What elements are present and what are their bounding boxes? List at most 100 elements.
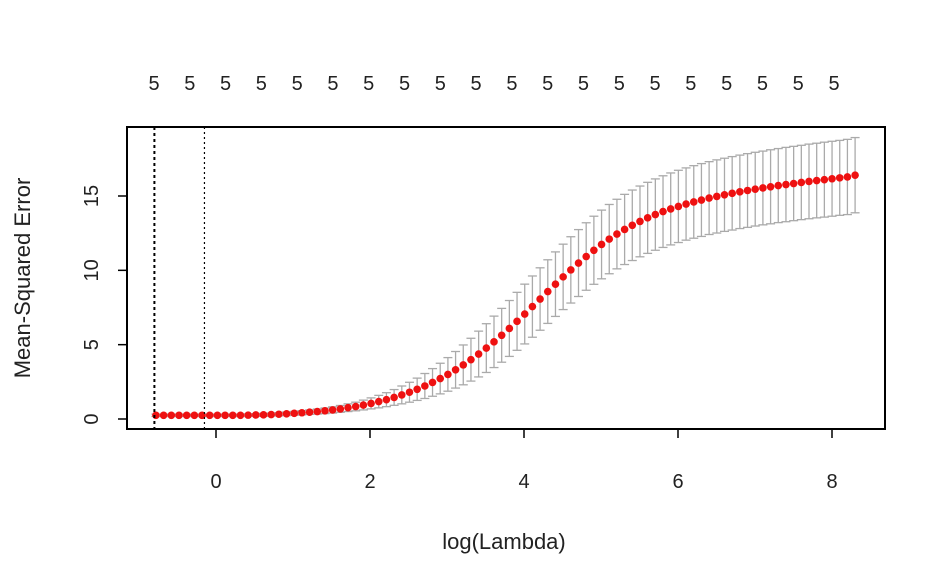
top-axis-label: 5	[721, 73, 732, 95]
top-axis-label: 5	[363, 73, 374, 95]
x-axis: 0 2 4 6 8	[210, 428, 838, 493]
x-tick-label: 6	[672, 471, 683, 493]
data-point	[536, 295, 544, 303]
data-point	[367, 399, 375, 408]
data-point	[843, 173, 852, 181]
data-point	[190, 411, 199, 420]
data-point	[282, 409, 291, 418]
data-point	[244, 411, 252, 419]
data-point	[605, 235, 614, 243]
data-point	[643, 214, 652, 222]
data-point	[390, 393, 398, 402]
data-point	[797, 178, 806, 187]
data-point	[543, 287, 552, 296]
data-point	[835, 174, 844, 182]
data-point	[228, 411, 237, 420]
data-point	[751, 185, 760, 193]
data-point	[736, 188, 744, 196]
data-point	[451, 365, 460, 374]
data-point	[597, 240, 606, 249]
data-point	[567, 266, 575, 274]
data-point	[182, 411, 191, 420]
x-tick-label: 8	[826, 471, 837, 493]
data-point	[620, 225, 629, 234]
data-point	[782, 180, 790, 189]
data-point	[252, 411, 260, 419]
data-point	[789, 179, 798, 188]
data-point	[336, 405, 345, 413]
data-point	[520, 310, 529, 318]
data-point	[236, 411, 245, 420]
data-point	[397, 391, 406, 399]
data-point	[766, 182, 775, 191]
top-axis-label: 5	[649, 73, 660, 95]
data-point	[705, 194, 713, 202]
data-point	[682, 200, 690, 208]
y-tick-label: 15	[81, 185, 103, 207]
data-points	[152, 171, 859, 420]
data-point	[759, 184, 767, 192]
data-point	[374, 397, 383, 406]
data-point	[497, 331, 506, 340]
data-point	[513, 317, 521, 326]
data-point	[405, 388, 414, 397]
data-point	[382, 395, 391, 404]
data-point	[659, 207, 667, 216]
data-point	[636, 217, 644, 226]
data-point	[290, 409, 299, 418]
x-tick-label: 2	[364, 471, 375, 493]
data-point	[697, 196, 706, 204]
data-point	[613, 230, 621, 238]
data-point	[582, 252, 590, 261]
data-point	[528, 302, 537, 311]
data-point	[467, 355, 475, 364]
data-point	[774, 181, 783, 190]
y-axis-title: Mean-Squared Error	[10, 178, 35, 379]
top-axis-label: 5	[471, 73, 482, 95]
data-point	[351, 402, 360, 411]
data-point	[651, 210, 660, 219]
x-axis-title: log(Lambda)	[442, 529, 566, 554]
data-point	[720, 191, 729, 199]
data-point	[574, 259, 583, 267]
data-point	[743, 186, 752, 195]
data-point	[590, 246, 598, 255]
top-axis-label: 5	[614, 73, 625, 95]
top-axis-label: 5	[148, 73, 159, 95]
data-point	[490, 338, 498, 346]
y-tick-label: 0	[81, 413, 103, 424]
reference-lines	[153, 127, 206, 429]
data-point	[421, 382, 429, 390]
data-point	[213, 411, 222, 420]
top-axis-label: 5	[578, 73, 589, 95]
data-point	[175, 411, 183, 420]
data-point	[444, 370, 452, 379]
data-point	[205, 411, 214, 420]
x-tick-label: 4	[518, 471, 529, 493]
top-axis-label: 5	[435, 73, 446, 95]
top-axis-label: 5	[256, 73, 267, 95]
data-point	[505, 324, 514, 333]
data-point	[267, 410, 275, 419]
data-point	[459, 361, 468, 369]
data-point	[689, 198, 698, 206]
data-point	[321, 407, 329, 415]
data-point	[221, 411, 229, 420]
data-point	[413, 385, 421, 394]
top-axis-label: 5	[685, 73, 696, 95]
top-axis-label: 5	[542, 73, 553, 95]
data-point	[428, 378, 437, 387]
data-point	[344, 403, 352, 412]
top-axis-label: 5	[793, 73, 804, 95]
top-axis-labels: 5 5 5 5 5 5 5 5 5 5 5 5 5 5 5 5 5 5 5 5	[148, 73, 839, 95]
data-point	[851, 171, 859, 179]
data-point	[359, 401, 368, 409]
data-point	[559, 273, 567, 281]
data-point	[812, 176, 821, 185]
y-axis: 0 5 10 15	[81, 185, 128, 425]
data-point	[666, 205, 675, 213]
top-axis-label: 5	[828, 73, 839, 95]
x-tick-label: 0	[210, 471, 221, 493]
